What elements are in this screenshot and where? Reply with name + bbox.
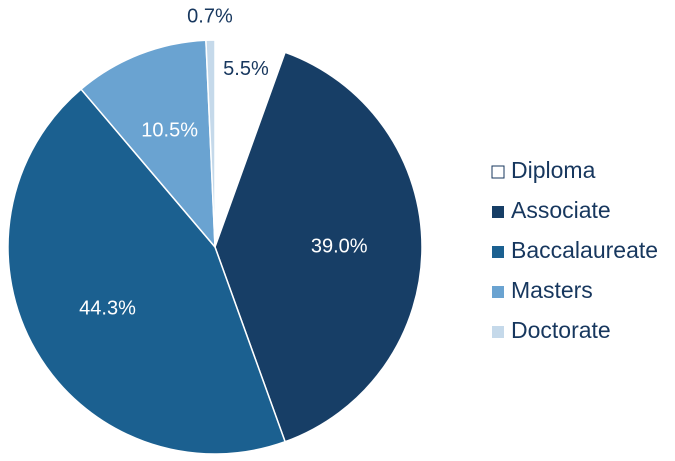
legend-swatch <box>492 206 504 218</box>
legend-swatch <box>492 286 504 298</box>
legend-swatch <box>492 246 504 258</box>
legend-label: Masters <box>511 277 593 303</box>
data-label: 5.5% <box>223 58 269 80</box>
legend-label: Associate <box>511 197 611 223</box>
pie-slice <box>214 51 423 443</box>
pie-slice <box>7 88 287 455</box>
data-label: 0.7% <box>187 6 233 28</box>
data-label: 44.3% <box>79 297 136 319</box>
pie-slice <box>80 39 216 250</box>
data-label: 39.0% <box>311 235 368 257</box>
legend-label: Diploma <box>511 157 596 183</box>
legend-label: Baccalaureate <box>511 237 658 263</box>
legend-swatch <box>491 165 505 179</box>
legend-swatch <box>492 326 504 338</box>
pie-slice <box>205 39 216 248</box>
data-label: 10.5% <box>141 120 198 142</box>
legend-label: Doctorate <box>511 317 611 343</box>
